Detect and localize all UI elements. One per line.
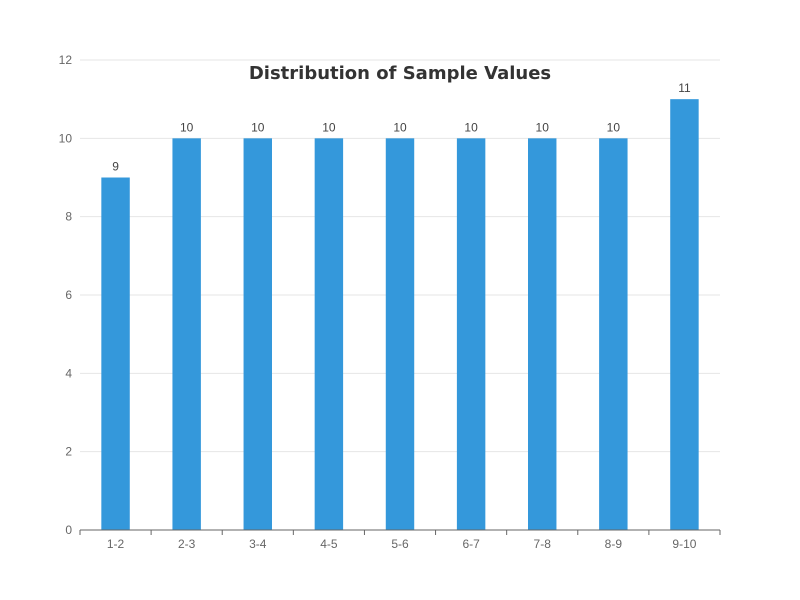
bar-data-label: 10 bbox=[536, 120, 550, 134]
bar[interactable] bbox=[599, 138, 628, 531]
x-tick-label: 7-8 bbox=[534, 537, 552, 551]
x-tick-label: 6-7 bbox=[462, 537, 480, 551]
x-tick-label: 3-4 bbox=[249, 537, 267, 551]
bar[interactable] bbox=[456, 138, 486, 531]
bar[interactable] bbox=[101, 177, 130, 531]
x-tick-label: 5-6 bbox=[391, 537, 409, 551]
x-tick-label: 4-5 bbox=[320, 537, 338, 551]
bar[interactable] bbox=[528, 138, 557, 531]
bar-data-label: 9 bbox=[112, 160, 119, 174]
y-tick-label: 8 bbox=[65, 210, 72, 224]
x-tick-label: 1-2 bbox=[107, 537, 125, 551]
y-tick-label: 6 bbox=[65, 288, 72, 302]
bars bbox=[101, 99, 699, 531]
bar-data-label: 10 bbox=[607, 120, 621, 134]
x-tick-label: 2-3 bbox=[178, 537, 196, 551]
data-labels: 9 10 10 10 10 10 10 10 11 bbox=[112, 81, 691, 173]
bar[interactable] bbox=[670, 99, 699, 531]
bar-data-label: 10 bbox=[180, 120, 194, 134]
x-tick-label: 9-10 bbox=[672, 537, 696, 551]
bar-data-label: 11 bbox=[678, 81, 691, 95]
y-tick-label: 4 bbox=[65, 366, 72, 380]
bar[interactable] bbox=[385, 138, 415, 531]
bar[interactable] bbox=[243, 138, 272, 531]
bar-data-label: 10 bbox=[322, 120, 336, 134]
bar-data-label: 10 bbox=[251, 120, 265, 134]
y-tick-label: 10 bbox=[59, 131, 73, 145]
y-tick-label: 2 bbox=[65, 445, 72, 459]
bar[interactable] bbox=[314, 138, 344, 531]
bar-data-label: 10 bbox=[464, 120, 478, 134]
bar-data-label: 10 bbox=[393, 120, 407, 134]
chart-title: Distribution of Sample Values bbox=[249, 63, 551, 84]
x-tick-label: 8-9 bbox=[605, 537, 623, 551]
y-tick-label: 12 bbox=[59, 53, 73, 67]
axes: 0 2 4 6 8 10 12 1-2 2-3 3-4 4-5 5-6 6-7 7-8 8-9 9-10 bbox=[59, 53, 721, 551]
bar[interactable] bbox=[172, 138, 201, 531]
y-tick-label: 0 bbox=[65, 523, 72, 537]
